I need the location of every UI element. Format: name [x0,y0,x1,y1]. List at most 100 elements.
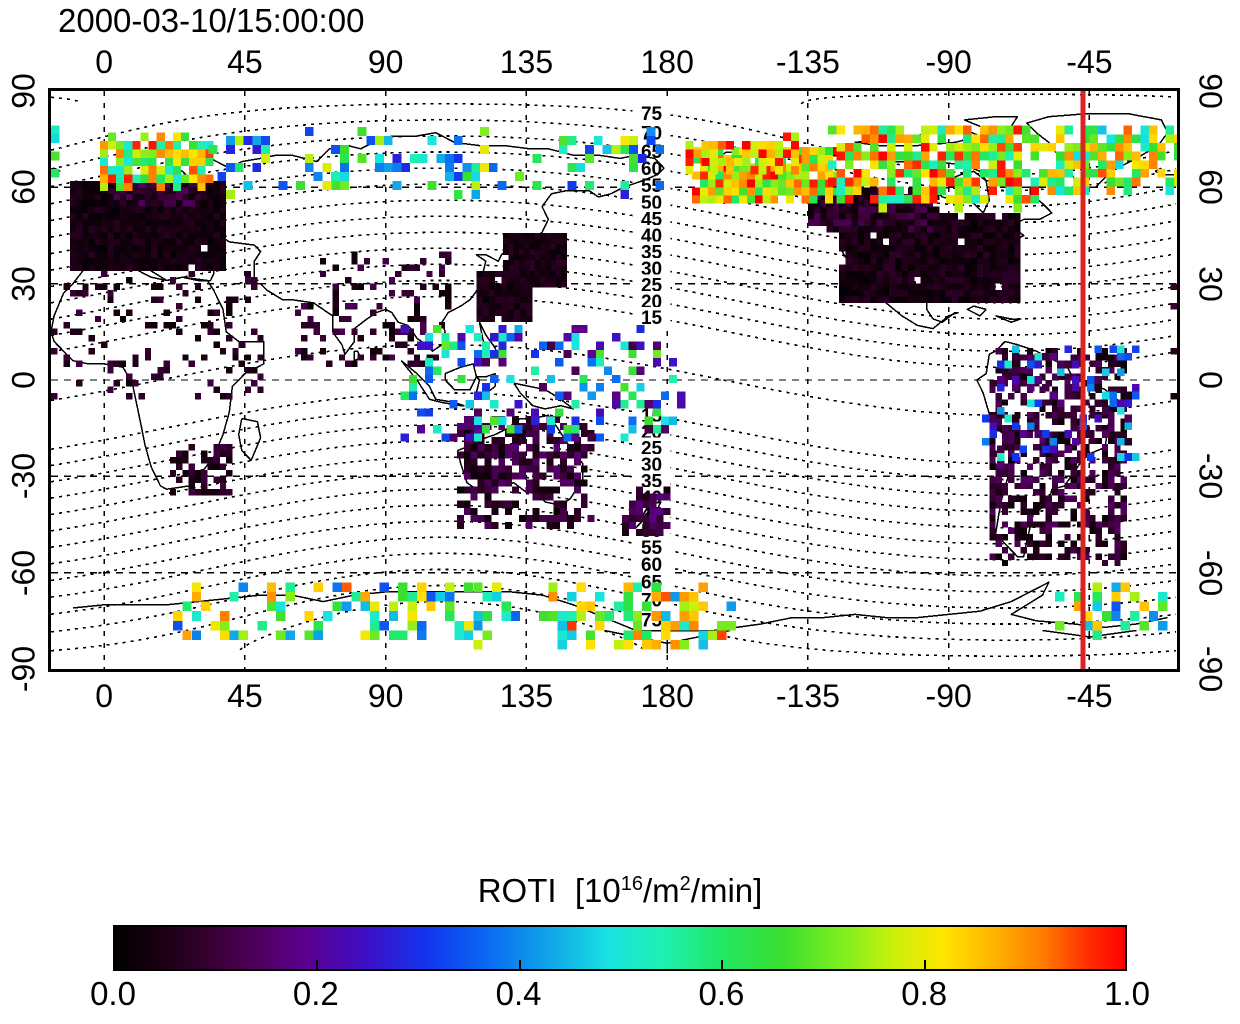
roti-cell [518,265,525,272]
roti-cell [518,243,525,250]
roti-cell [144,193,152,201]
roti-cell [113,219,120,226]
roti-cell [119,206,127,214]
roti-cell [138,187,145,194]
roti-cell [561,254,567,261]
roti-cell [126,193,133,201]
roti-cell [101,264,108,271]
roti-cell [113,200,120,207]
roti-cell [207,200,214,207]
roti-cell [207,225,214,233]
roti-cell [126,206,133,214]
roti-cell [540,254,546,261]
roti-cell [219,264,227,271]
roti-cell [69,251,77,258]
roti-cell [119,264,127,271]
roti-cell [169,251,177,258]
roti-cell [82,213,89,220]
roti-cell [107,264,114,271]
roti-cell [163,257,170,265]
roti-cell [561,232,567,239]
roti-cell [540,232,546,239]
world-map-svg: 7570656055504540353025201515202530354045… [51,91,1177,669]
roti-cell [88,238,95,246]
roti-cell [194,238,202,246]
roti-cell [138,206,145,214]
roti-cell [176,213,183,220]
map-plot-area[interactable]: 7570656055504540353025201515202530354045… [48,88,1180,672]
roti-cell [157,245,164,252]
roti-cell [144,232,152,239]
roti-cell [157,219,164,226]
roti-cell [82,257,89,265]
roti-cell [138,180,145,188]
roti-cell [157,238,164,246]
roti-cell [101,200,108,207]
roti-cell [151,180,158,188]
roti-cell [169,245,177,252]
roti-cell [213,251,220,258]
roti-cell [132,219,139,226]
roti-cell [163,206,170,214]
roti-cell [545,238,551,244]
roti-cell [176,193,183,201]
roti-cell [194,245,202,252]
roti-cell [69,257,77,265]
roti-cell [69,187,77,194]
roti-cell [529,271,535,277]
roti-cell [524,232,530,239]
roti-cell [82,245,89,252]
roti-cell [508,232,514,239]
roti-cell [219,213,227,220]
roti-cell [157,225,164,233]
roti-cell [107,193,114,201]
roti-cell [545,265,551,272]
roti-cell [169,264,177,271]
roti-cell [138,257,145,265]
roti-cell [219,232,227,239]
page-title: 2000-03-10/15:00:00 [58,2,365,39]
roti-cell [69,238,77,246]
roti-cell [182,245,189,252]
roti-cell [194,251,202,258]
roti-cell [213,232,220,239]
roti-cell [219,257,227,265]
roti-cell [194,213,202,220]
roti-cell [119,200,127,207]
roti-cell [550,265,557,272]
roti-cell [88,245,95,252]
roti-cell [132,213,139,220]
roti-cell [188,187,195,194]
roti-cell [207,180,214,188]
roti-cell [508,238,514,244]
roti-cell [157,264,164,271]
roti-cell [561,282,567,288]
roti-cell [101,238,108,246]
roti-cell [482,296,489,303]
roti-cell [182,257,189,265]
roti-cell [119,245,127,252]
roti-cell [194,193,202,201]
roti-cell [182,206,189,214]
roti-cell [119,193,127,201]
roti-cell [213,193,220,201]
roti-cell [176,206,183,214]
roti-cell [176,232,183,239]
roti-cell [207,206,214,214]
roti-cell [169,206,177,214]
roti-cell [94,238,102,246]
roti-cell [113,257,120,265]
roti-cell [144,264,152,271]
roti-cell [182,193,189,201]
roti-cell [138,225,145,233]
roti-cell [119,219,127,226]
roti-cell [176,257,183,265]
roti-cell [163,251,170,258]
roti-cell [176,219,183,226]
roti-cell [520,315,527,323]
roti-cell [144,213,152,220]
roti-cell [188,200,195,207]
roti-cell [151,264,158,271]
roti-cell [561,243,567,250]
roti-cell [69,225,77,233]
